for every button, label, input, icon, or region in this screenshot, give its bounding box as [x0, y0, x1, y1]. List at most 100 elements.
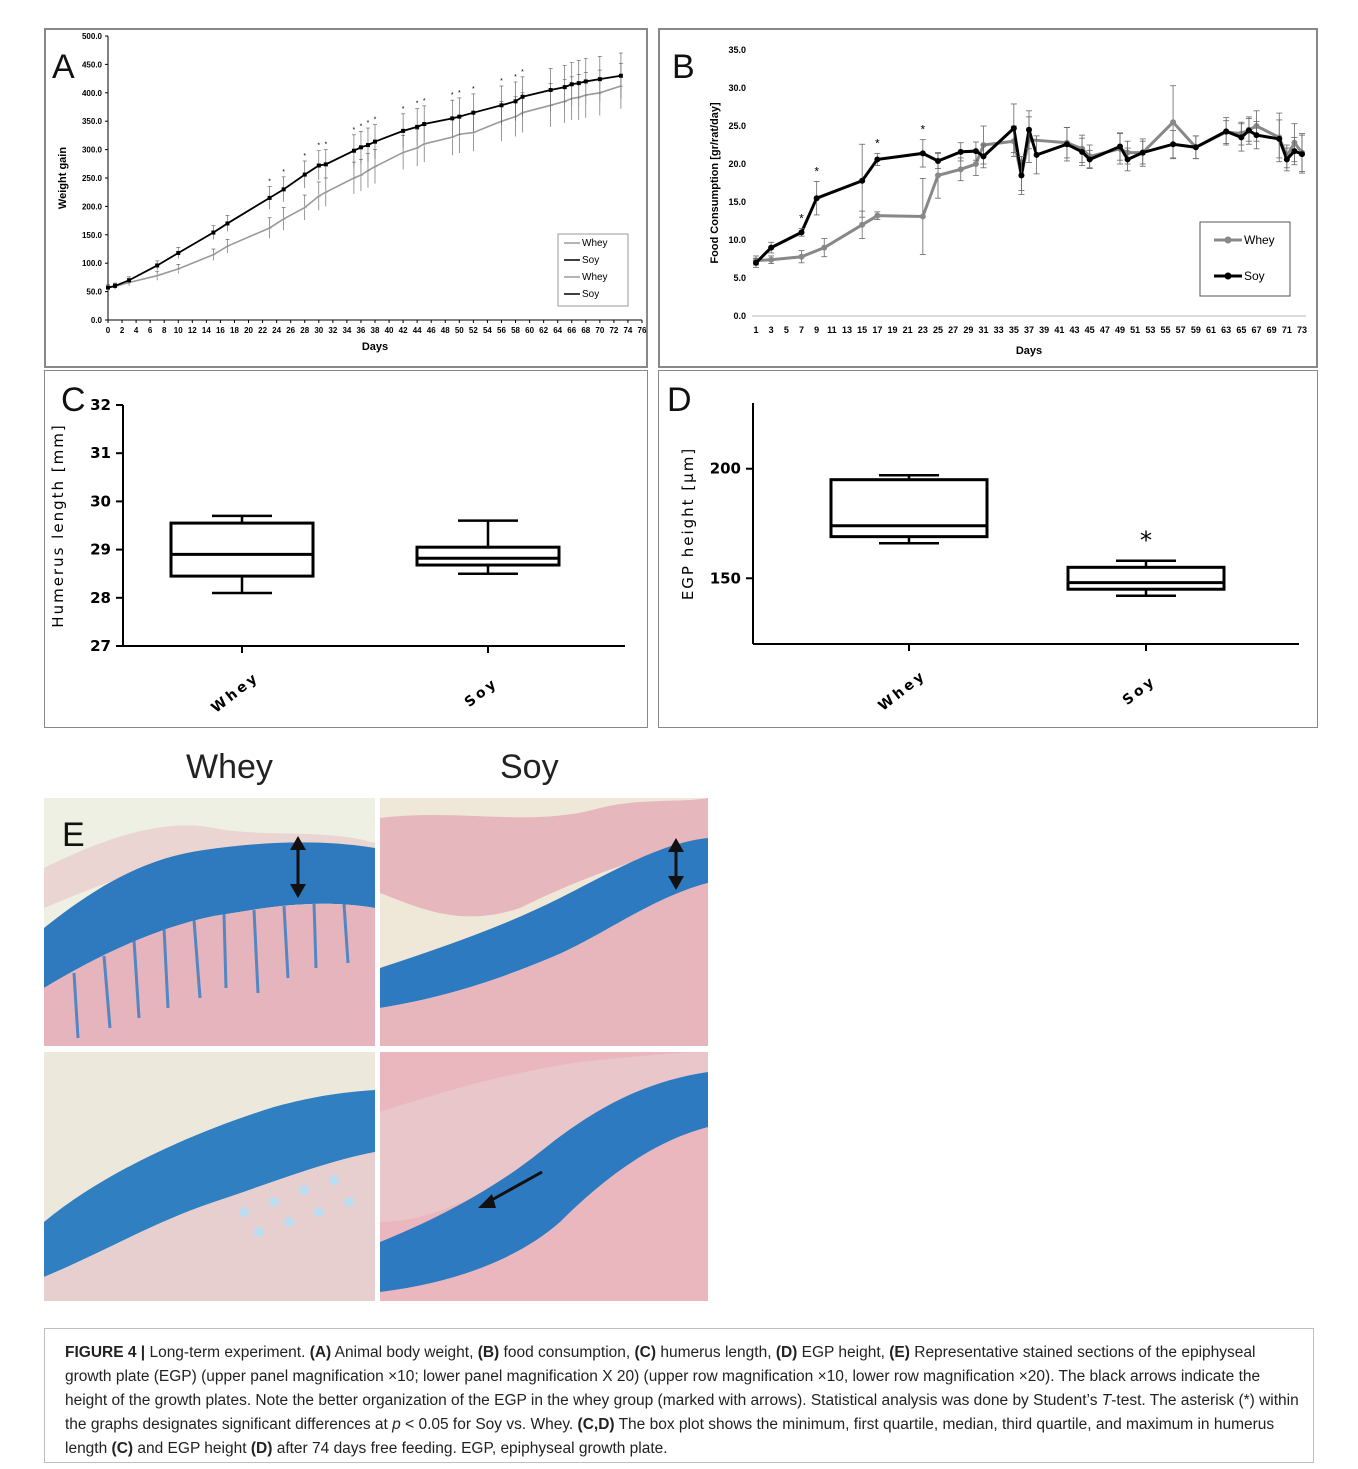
significance-marker: *: [920, 123, 925, 137]
x-tick-label: 19: [887, 325, 897, 335]
panel-d: 150 200 EGP height [μm] Whey Soy * D: [658, 370, 1318, 728]
x-tick-label: 35: [1009, 325, 1019, 335]
x-tick-label: 69: [1267, 325, 1277, 335]
data-point: +: [155, 272, 160, 281]
caption-text: Representative stained sections of the e…: [65, 1344, 1261, 1409]
data-point: [106, 285, 110, 290]
significance-marker: *: [416, 101, 419, 108]
significance-marker: *: [814, 164, 819, 178]
weight-gain-chart: 0.050.0100.0150.0200.0250.0300.0350.0400…: [57, 32, 647, 353]
data-point: +: [471, 129, 476, 138]
micrograph-whey-x10-image: [44, 798, 375, 1046]
data-point: +: [211, 251, 216, 260]
data-point: +: [359, 171, 364, 180]
legend-swatch-marker: [1224, 236, 1232, 244]
x-tick-label: 61: [1206, 325, 1216, 335]
y-tick-label: 29: [90, 541, 111, 559]
data-point: [302, 172, 307, 177]
x-tick-label: 53: [1145, 325, 1155, 335]
data-point: +: [225, 242, 230, 251]
x-tick-label: 72: [609, 326, 618, 335]
data-point: [980, 153, 987, 160]
data-point: [450, 116, 455, 121]
x-tick-label: 9: [814, 325, 819, 335]
data-point: [323, 162, 328, 167]
caption-text: The box plot shows the minimum, first qu…: [65, 1416, 1275, 1457]
data-point: +: [450, 133, 455, 142]
x-tick-label: Whey: [209, 669, 263, 716]
significance-marker: *: [521, 69, 524, 76]
data-point: [316, 163, 321, 168]
x-tick-label: 39: [1039, 325, 1049, 335]
x-tick-label: 10: [174, 326, 183, 335]
x-tick-label: 27: [948, 325, 958, 335]
significance-marker: *: [303, 153, 306, 160]
x-tick-label: 57: [1176, 325, 1186, 335]
y-axis-title: Humerus length [mm]: [49, 423, 67, 627]
x-tick-label: 13: [842, 325, 852, 335]
significance-marker: *: [875, 136, 880, 150]
food-consumption-chart: 0.05.010.015.020.025.030.035.01 3 5 7 9 11 13 1…: [709, 45, 1307, 357]
data-point: +: [352, 174, 357, 183]
data-point: [919, 213, 926, 220]
significance-marker: *: [514, 74, 517, 81]
x-tick-label: 56: [497, 326, 506, 335]
y-tick-label: 500.0: [82, 32, 103, 41]
series-line-soy: [107, 74, 622, 289]
y-tick-label: 32: [90, 396, 111, 414]
x-tick-label: 21: [903, 325, 913, 335]
data-point: [1170, 141, 1177, 148]
significance-marker: *: [799, 212, 804, 226]
caption-figure-label: FIGURE 4 |: [65, 1344, 146, 1361]
data-point: [1283, 156, 1290, 163]
y-tick-label: 30: [90, 492, 111, 510]
data-point: [972, 161, 979, 167]
y-tick-label: 30.0: [728, 83, 746, 93]
data-point: [351, 148, 356, 153]
significance-marker: *: [282, 169, 285, 176]
micrograph-whey-x20: [44, 1052, 375, 1301]
x-tick-label: 29: [963, 325, 973, 335]
x-tick-label: 31: [978, 325, 988, 335]
y-axis-title: EGP height [μm]: [679, 447, 697, 600]
caption-text: Animal body weight,: [331, 1344, 478, 1361]
data-point: [267, 195, 272, 200]
data-point: [957, 166, 964, 173]
micrograph-whey-x10: E: [44, 798, 375, 1046]
panel-a: 0.0 50.0 100.0 150.0 200.0 250.0 300.0 350.0 400…: [44, 28, 648, 368]
data-point: [1223, 128, 1230, 135]
x-tick-label: 40: [385, 326, 394, 335]
humerus-length-boxplot: 27 28 29 30 31 32 Humerus length [mm] Whey Soy: [49, 396, 625, 716]
data-point: [618, 73, 623, 78]
caption-text: p: [392, 1416, 401, 1433]
data-point: [935, 172, 941, 179]
x-tick-label: 70: [595, 326, 604, 335]
y-tick-label: 200: [710, 460, 741, 478]
caption-text: < 0.05 for Soy vs. Whey.: [400, 1416, 578, 1433]
x-tick-label: 71: [1282, 325, 1292, 335]
y-tick-label: 27: [90, 637, 111, 655]
x-tick-label: 8: [162, 326, 167, 335]
legend-label: Whey: [1244, 233, 1275, 247]
x-tick-label: 3: [769, 325, 774, 335]
data-point: [520, 94, 525, 99]
box-whey: [829, 478, 989, 539]
x-tick-label: Whey: [876, 667, 930, 714]
data-point: [768, 256, 775, 263]
data-point: [583, 79, 588, 84]
data-point: [1276, 135, 1283, 142]
significance-marker: *: [324, 142, 327, 149]
x-tick-label: 17: [872, 325, 882, 335]
data-point: [1079, 148, 1086, 155]
data-point: [415, 124, 420, 129]
data-point: [813, 195, 820, 202]
data-point: +: [323, 188, 328, 197]
y-tick-label: 0.0: [733, 311, 746, 321]
x-tick-label: 41: [1054, 325, 1064, 335]
panel-b-label: B: [672, 48, 695, 86]
caption-ref: (C): [634, 1344, 657, 1361]
panel-c-label: C: [61, 381, 86, 419]
legend-label: Whey: [582, 238, 608, 249]
data-point: [1291, 148, 1298, 155]
data-point: [373, 139, 377, 144]
